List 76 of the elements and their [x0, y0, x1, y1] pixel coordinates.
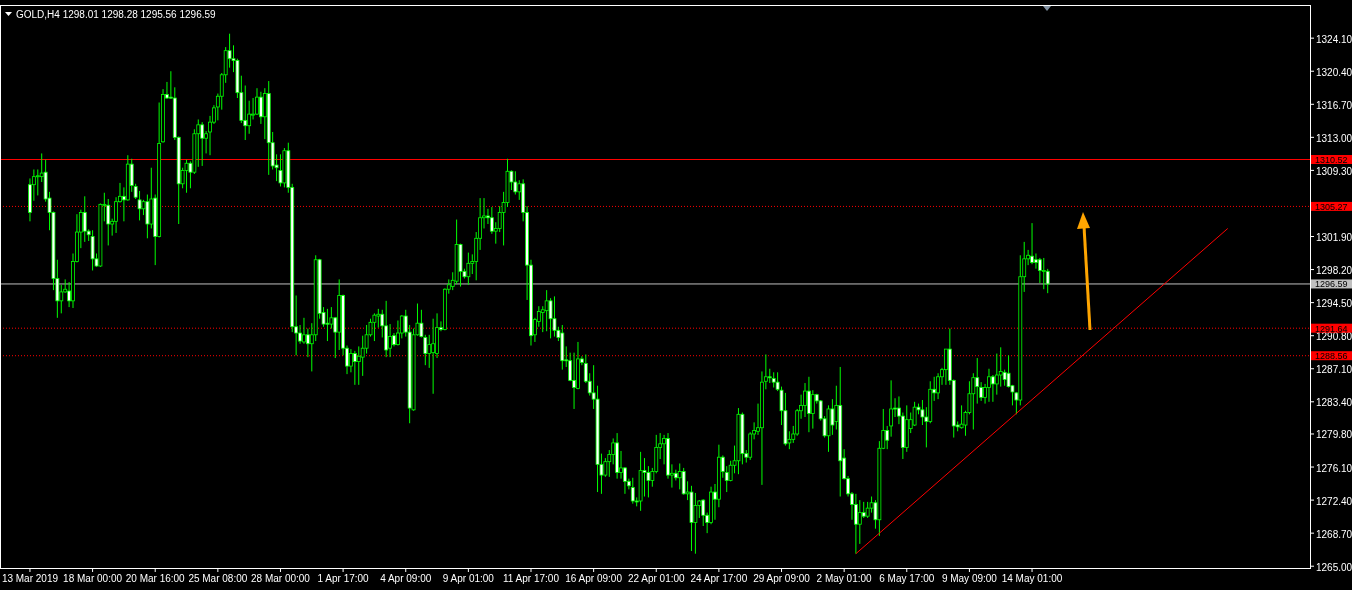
- x-tick-label: 16 Apr 09:00: [565, 573, 623, 584]
- y-tick-label: 1316.70: [1316, 99, 1352, 111]
- candlestick: [944, 348, 948, 386]
- candlestick: [145, 194, 150, 239]
- candlestick: [971, 372, 976, 431]
- x-tick-label: 4 Apr 09:00: [380, 573, 432, 584]
- x-tick-label: 13 Mar 2019: [1, 573, 59, 584]
- x-tick-label: 9 May 09:00: [941, 573, 998, 584]
- candlestick: [262, 87, 267, 140]
- x-tick-label: 28 Mar 00:00: [251, 573, 311, 584]
- x-tick-label: 9 Apr 01:00: [442, 573, 495, 584]
- ref-line-label: 1296.59: [1315, 279, 1348, 290]
- y-tick-label: 1279.80: [1316, 429, 1352, 441]
- candlestick: [255, 87, 259, 116]
- candlestick: [975, 357, 980, 405]
- candlestick: [259, 91, 263, 125]
- ref-line-label: 1291.64: [1315, 323, 1348, 334]
- candlestick: [807, 376, 811, 433]
- candlestick: [82, 195, 87, 243]
- y-tick-label: 1301.90: [1316, 232, 1352, 244]
- candlestick: [302, 317, 306, 345]
- candlestick: [1030, 222, 1034, 265]
- candlestick: [1045, 268, 1050, 294]
- y-tick-label: 1283.40: [1316, 397, 1352, 409]
- y-tick-label: 1324.10: [1316, 33, 1352, 45]
- candlestick: [857, 499, 862, 545]
- candlestick: [630, 477, 635, 505]
- candlestick: [1034, 252, 1038, 270]
- y-tick-label: 1313.00: [1316, 132, 1352, 144]
- y-tick-label: 1276.10: [1316, 462, 1352, 474]
- candlestick: [642, 457, 647, 498]
- y-tick-label: 1265.00: [1316, 561, 1352, 573]
- x-tick-label: 29 Apr 09:00: [753, 573, 811, 584]
- x-tick-label: 1 Apr 17:00: [317, 573, 370, 584]
- candlestick: [325, 308, 330, 342]
- y-tick-label: 1294.50: [1316, 298, 1352, 310]
- ref-line-label: 1288.56: [1315, 351, 1348, 362]
- y-tick-label: 1272.40: [1316, 495, 1352, 507]
- y-tick-label: 1309.30: [1316, 165, 1352, 177]
- x-tick-label: 24 Apr 17:00: [690, 573, 748, 584]
- candlestick: [810, 389, 815, 430]
- candlestick: [552, 295, 557, 338]
- y-tick-label: 1268.70: [1316, 528, 1352, 540]
- candlestick: [936, 372, 940, 400]
- candlestick: [572, 352, 576, 410]
- candlestick: [466, 252, 471, 286]
- candlestick: [998, 346, 1003, 388]
- ref-line-label: 1310.52: [1315, 155, 1348, 165]
- x-tick-label: 22 Apr 01:00: [627, 573, 686, 584]
- candlestick: [184, 159, 189, 194]
- candlestick: [987, 368, 991, 403]
- chart-title: GOLD,H4 1298.01 1298.28 1295.56 1296.59: [16, 9, 217, 20]
- candlestick: [431, 318, 436, 395]
- candlestick: [278, 153, 283, 187]
- candlestick: [376, 308, 381, 329]
- candlestick: [853, 493, 858, 555]
- x-tick-label: 18 Mar 00:00: [63, 573, 123, 584]
- candlestick: [990, 374, 995, 403]
- candlestick: [681, 467, 686, 496]
- candlestick: [388, 323, 392, 358]
- candlestick: [1041, 257, 1046, 290]
- candlestick: [513, 170, 518, 196]
- candlestick: [200, 121, 205, 167]
- x-tick-label: 20 Mar 16:00: [125, 573, 186, 584]
- candlestick: [803, 382, 807, 418]
- y-tick-label: 1320.40: [1316, 66, 1352, 78]
- y-tick-label: 1287.10: [1316, 364, 1352, 376]
- x-tick-label: 14 May 01:00: [1001, 573, 1063, 584]
- x-tick-label: 2 May 01:00: [816, 573, 873, 584]
- y-tick-label: 1290.80: [1316, 331, 1352, 343]
- y-tick-label: 1298.20: [1316, 265, 1352, 277]
- candlestick: [352, 350, 357, 386]
- x-tick-label: 11 Apr 17:00: [503, 573, 560, 584]
- x-tick-label: 6 May 17:00: [879, 573, 935, 584]
- ref-line-label: 1305.27: [1315, 201, 1348, 212]
- x-tick-label: 25 Mar 08:00: [188, 573, 248, 584]
